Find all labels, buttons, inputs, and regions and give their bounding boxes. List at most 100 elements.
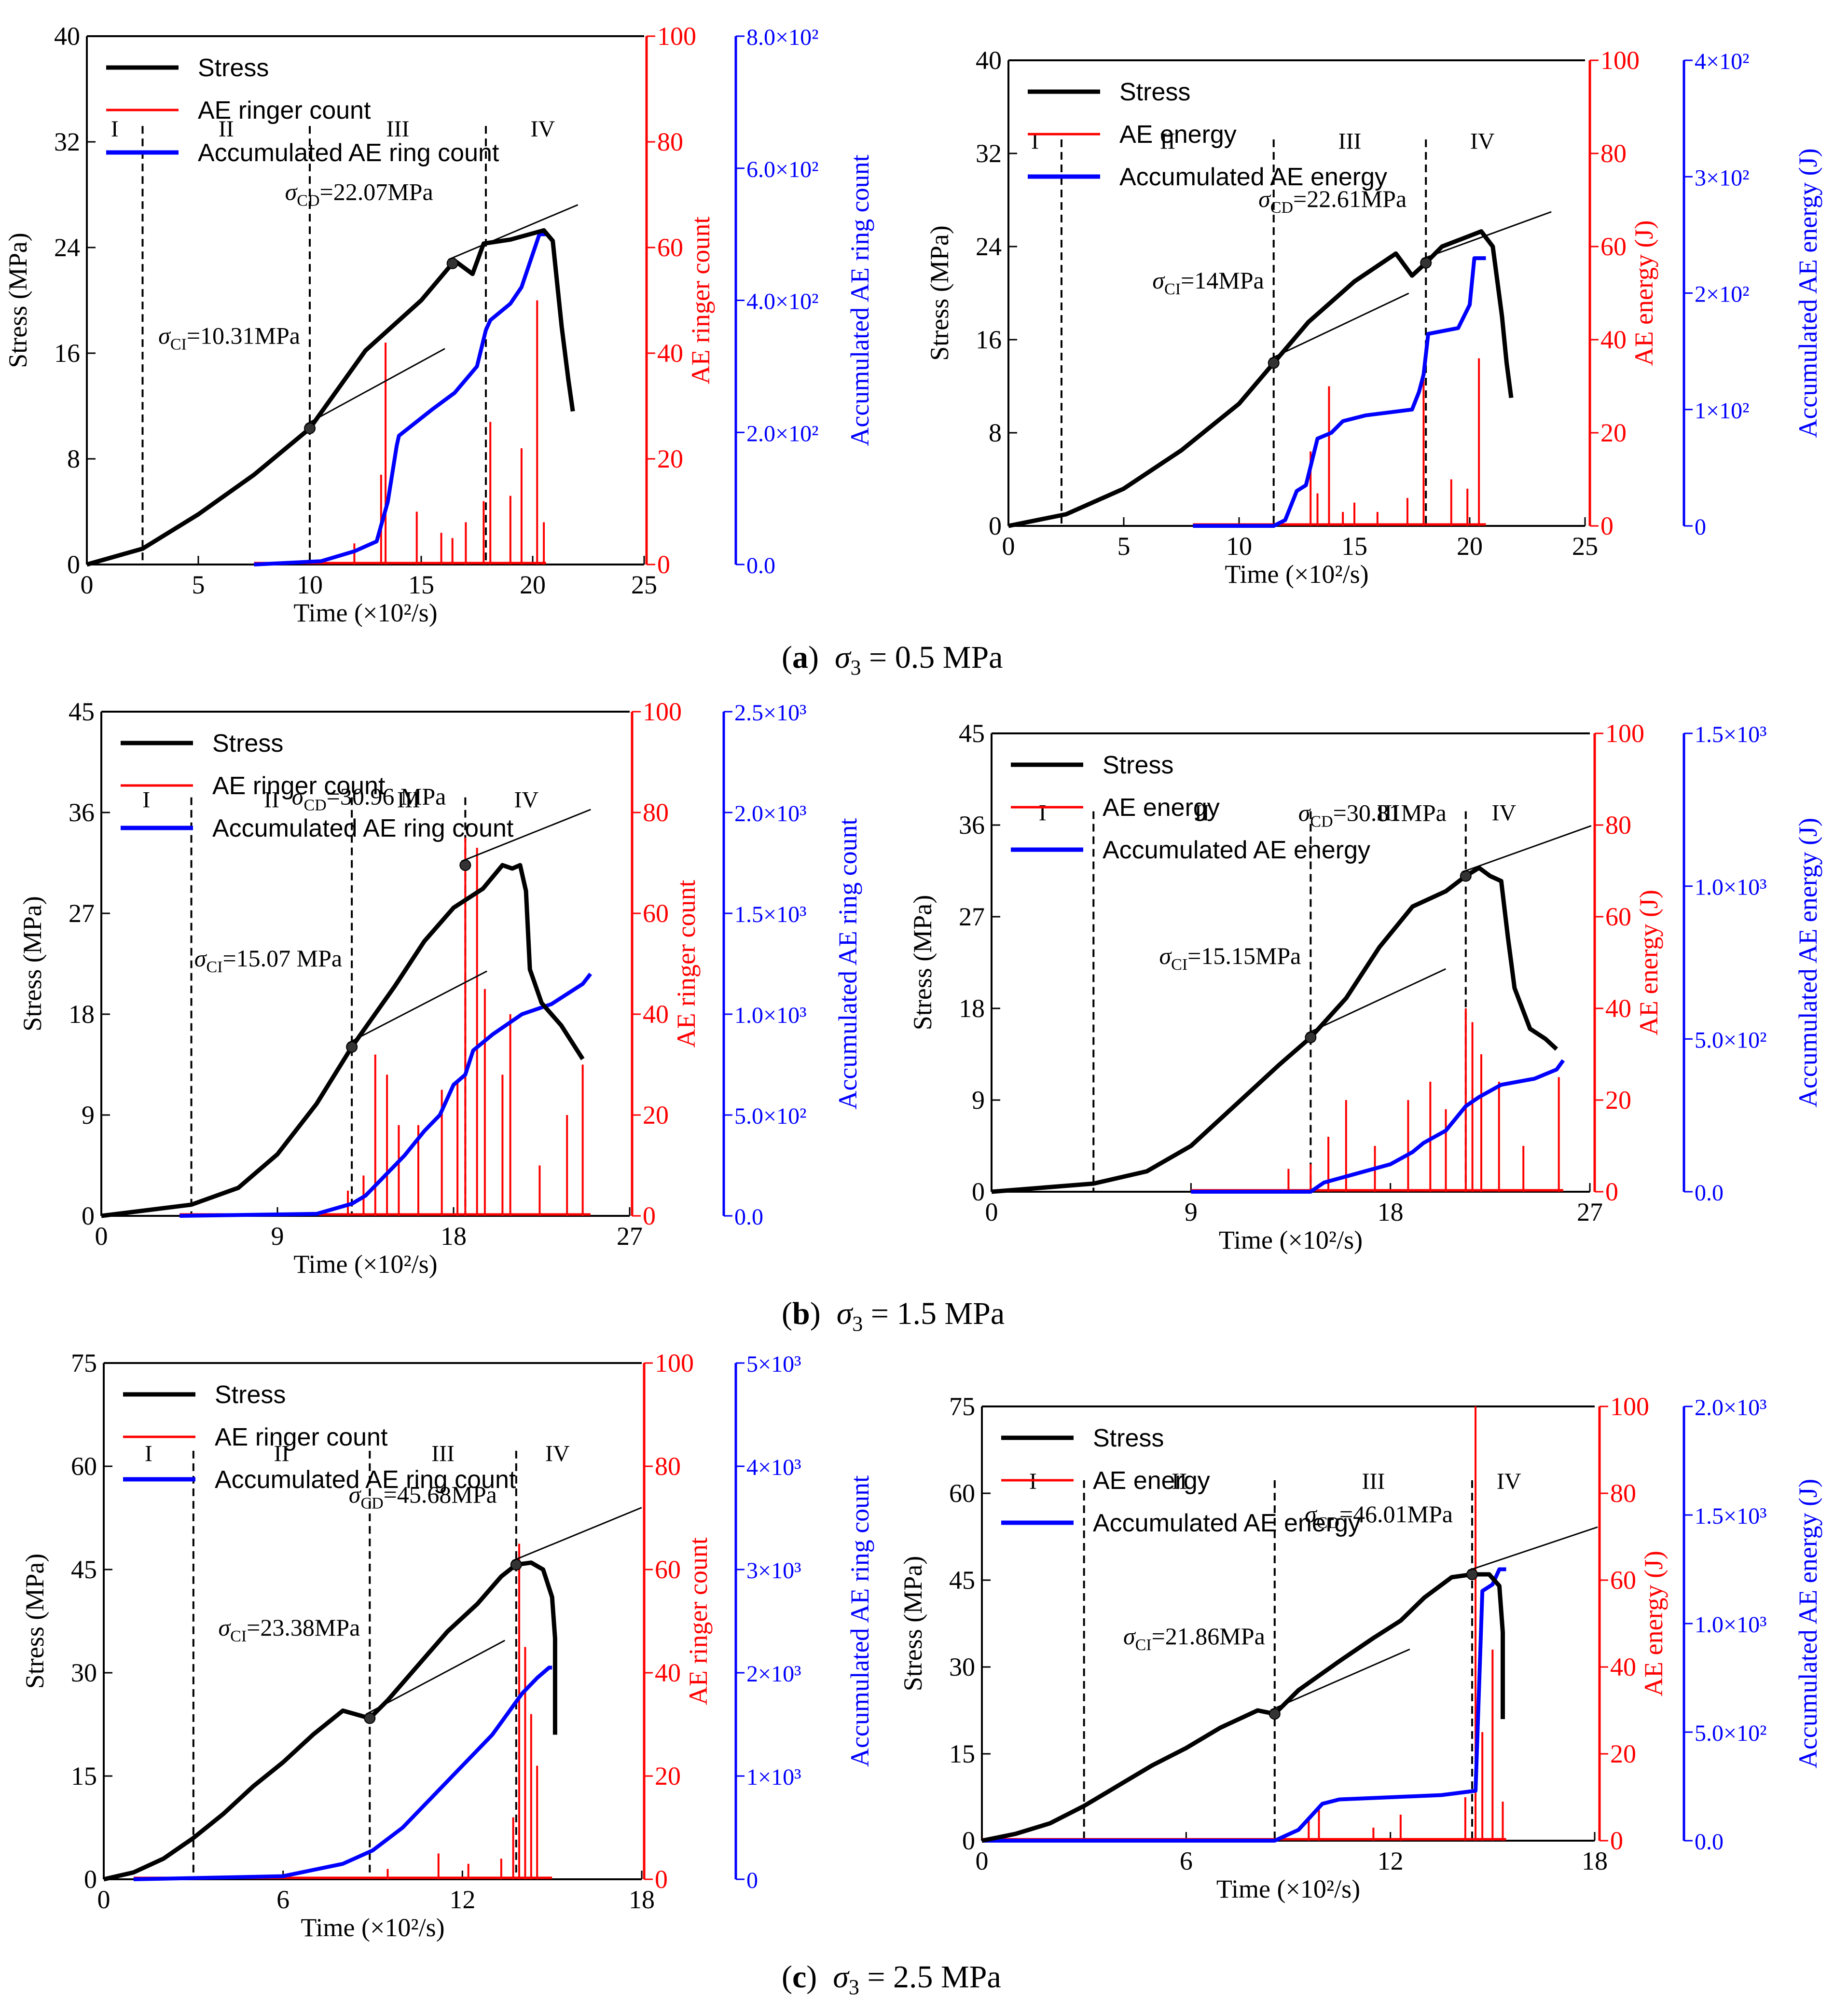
y-tick-label: 24 [54, 233, 80, 262]
acc-tick-label: 5.0×10² [734, 1103, 806, 1129]
ae-tick-label: 40 [1605, 994, 1631, 1023]
stage-label: I [111, 116, 119, 142]
ae-tick-label: 80 [643, 798, 669, 827]
x-axis-label: Time (×10²/s) [1216, 1874, 1360, 1903]
ae-tick-label: 100 [1605, 719, 1644, 748]
x-tick-label: 6 [1180, 1846, 1193, 1875]
x-axis-label: Time (×10²/s) [301, 1913, 444, 1942]
cd-annotation: σCD=46.01MPa [1305, 1501, 1453, 1532]
x-tick-label: 9 [1185, 1198, 1198, 1226]
ci-annotation: σCI=21.86MPa [1123, 1623, 1265, 1654]
acc-axis-label: Accumulated AE ring count [833, 818, 862, 1109]
stage-label: I [142, 787, 150, 813]
ci-annotation: σCI=15.15MPa [1159, 942, 1301, 974]
acc-tick-label: 3×10³ [746, 1558, 801, 1584]
ci-arrow [1269, 292, 1409, 360]
y-axis-label: Stress (MPa) [925, 225, 954, 361]
acc-axis-label: Accumulated AE ring count [845, 154, 874, 446]
legend-ae-label: AE energy [1103, 794, 1220, 822]
x-tick-label: 20 [520, 570, 546, 599]
ae-tick-label: 100 [1600, 46, 1640, 75]
legend-ae-label: AE ringer count [212, 772, 386, 800]
stage-label: IV [1491, 800, 1516, 826]
stage-label: IV [545, 1441, 570, 1466]
stress-series-line [981, 1572, 1505, 1843]
ae-tick-label: 20 [1600, 418, 1627, 447]
stage-label: IV [1497, 1469, 1521, 1494]
y-tick-label: 15 [949, 1739, 975, 1768]
cd-arrow [1421, 211, 1552, 260]
caption-a: (a) σ3 = 0.5 MPa [782, 640, 1003, 680]
acc-tick-label: 3×10² [1695, 165, 1749, 191]
acc-tick-label: 1.5×10³ [1695, 1503, 1766, 1529]
stage-label: III [397, 787, 420, 813]
y-tick-label: 27 [959, 902, 985, 931]
y-axis-label: Stress (MPa) [20, 1554, 49, 1689]
y-tick-label: 0 [972, 1177, 985, 1206]
acc-tick-label: 2×10³ [746, 1661, 801, 1687]
acc-tick-label: 1.5×10³ [734, 902, 806, 927]
ae-tick-label: 60 [1610, 1566, 1636, 1595]
legend-ae-label: AE ringer count [215, 1423, 388, 1451]
ae-tick-label: 20 [655, 1762, 681, 1791]
ae-tick-label: 60 [1605, 902, 1631, 931]
x-tick-label: 18 [1378, 1198, 1404, 1226]
y-tick-label: 0 [989, 511, 1002, 540]
legend-acc-label: Accumulated AE ring count [215, 1466, 516, 1494]
legend-stress-label: Stress [1093, 1424, 1164, 1452]
y-tick-label: 45 [949, 1566, 975, 1595]
ae-tick-label: 0 [1610, 1826, 1623, 1855]
cd-annotation: σCD=22.07MPa [285, 178, 433, 209]
acc-tick-label: 0.0 [734, 1204, 763, 1230]
x-tick-label: 9 [271, 1222, 284, 1251]
stress-series-line [103, 1560, 557, 1882]
acc-tick-label: 1×10³ [746, 1764, 801, 1790]
accumulated-series-line [982, 1567, 1506, 1843]
x-tick-label: 27 [1577, 1198, 1603, 1226]
y-tick-label: 75 [949, 1392, 975, 1421]
x-tick-label: 12 [1378, 1846, 1404, 1875]
legend-ae-label: AE energy [1093, 1467, 1210, 1495]
x-tick-label: 0 [81, 570, 94, 599]
y-tick-label: 40 [54, 22, 80, 51]
ae-tick-label: 0 [643, 1201, 656, 1230]
acc-tick-label: 4×10³ [746, 1455, 801, 1480]
ae-tick-label: 40 [655, 1658, 681, 1687]
accumulated-series-line [179, 972, 593, 1218]
acc-tick-label: 6.0×10² [746, 157, 818, 182]
ae-tick-label: 60 [655, 1555, 681, 1584]
ci-arrow [1270, 1648, 1410, 1711]
ci-arrow [1306, 968, 1446, 1034]
acc-tick-label: 1.0×10³ [1695, 1612, 1766, 1638]
y-tick-label: 45 [959, 719, 985, 748]
ae-axis-label: AE energy (J) [1634, 890, 1663, 1035]
stress-series-line [101, 863, 585, 1218]
legend-ae-label: AE ringer count [198, 96, 371, 124]
ae-axis-label: AE ringer count [684, 1537, 713, 1705]
x-tick-label: 5 [192, 570, 205, 599]
y-tick-label: 30 [949, 1653, 975, 1681]
caption-c: (c) σ3 = 2.5 MPa [782, 1959, 1001, 1999]
ae-tick-label: 100 [643, 697, 682, 726]
legend-stress-label: Stress [1119, 78, 1190, 106]
ae-tick-label: 40 [1610, 1653, 1636, 1681]
cd-arrow [1462, 825, 1592, 873]
ci-arrow [365, 1639, 506, 1715]
y-tick-label: 18 [959, 994, 985, 1023]
ci-annotation: σCI=23.38MPa [218, 1614, 360, 1645]
ci-arrow [305, 348, 445, 426]
y-tick-label: 9 [972, 1086, 985, 1115]
x-tick-label: 18 [629, 1885, 655, 1914]
ae-tick-label: 100 [655, 1349, 694, 1377]
ae-axis-label: AE energy (J) [1629, 220, 1658, 366]
y-tick-label: 9 [82, 1101, 95, 1129]
y-tick-label: 0 [82, 1201, 95, 1230]
ae-tick-label: 0 [657, 550, 670, 579]
x-tick-label: 12 [449, 1885, 475, 1914]
ci-annotation: σCI=14MPa [1152, 267, 1264, 298]
stage-label: I [145, 1441, 152, 1466]
ae-tick-label: 40 [657, 339, 683, 368]
x-axis-label: Time (×10²/s) [293, 1250, 437, 1279]
y-tick-label: 32 [54, 127, 80, 156]
